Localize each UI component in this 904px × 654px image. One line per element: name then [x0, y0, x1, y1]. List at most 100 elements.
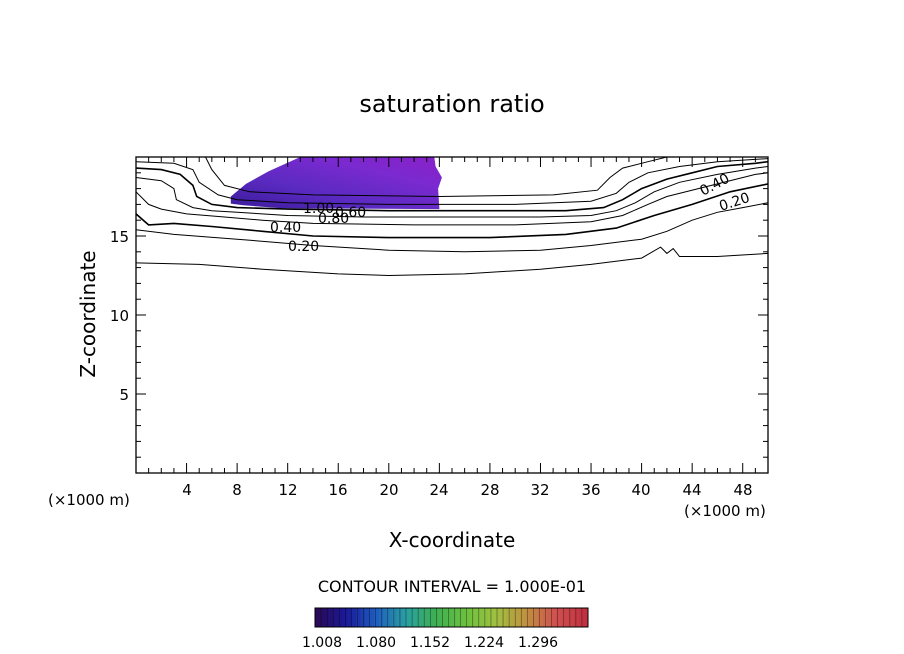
- colorbar-segment: [355, 608, 361, 627]
- colorbar-segment: [346, 608, 352, 627]
- colorbar-segment: [392, 608, 398, 627]
- colorbar-segment: [433, 608, 439, 627]
- colorbar-frame: [314, 607, 589, 628]
- colorbar-segment: [456, 608, 462, 627]
- y-tick-label: 10: [110, 307, 129, 325]
- colorbar-segment: [547, 608, 553, 627]
- colorbar-segment: [415, 608, 421, 627]
- colorbar-segment: [501, 608, 507, 627]
- colorbar-segment: [497, 608, 503, 627]
- colorbar-segment: [360, 608, 366, 627]
- colorbar-segment: [556, 608, 562, 627]
- contour-label-0-20-left: 0.20: [288, 239, 319, 255]
- colorbar-tick-label: 1.080: [356, 635, 396, 651]
- colorbar-segment: [551, 608, 557, 627]
- colorbar-segment: [401, 608, 407, 627]
- colorbar-segment: [537, 608, 543, 627]
- contour-line-0-60: [136, 172, 768, 226]
- colorbar-segment: [533, 608, 539, 627]
- colorbar-segment: [578, 608, 584, 627]
- colorbar-segment: [506, 608, 512, 627]
- x-tick-label: 40: [631, 481, 650, 499]
- colorbar-segment: [374, 608, 380, 627]
- contour-label-1-00: 1.00: [303, 201, 334, 217]
- colorbar-segment: [365, 608, 371, 627]
- colorbar-segment: [474, 608, 480, 627]
- x-tick-label: 8: [232, 481, 242, 499]
- x-tick-labels: 4 8 12 16 20 24 28 32 36 40 44 48: [182, 481, 752, 499]
- colorbar-segment: [424, 608, 430, 627]
- x-tick-label: 48: [733, 481, 752, 499]
- contour-interval-text: CONTOUR INTERVAL = 1.000E-01: [318, 577, 586, 596]
- colorbar-segment: [528, 608, 534, 627]
- contour-line-0-40: [136, 183, 768, 239]
- colorbar-segment: [469, 608, 475, 627]
- colorbar-segment: [510, 608, 516, 627]
- x-unit-right: (×1000 m): [684, 502, 766, 520]
- colorbar-segment: [378, 608, 384, 627]
- contour-line-0-20: [136, 246, 768, 277]
- y-tick-label: 15: [110, 228, 129, 246]
- x-tick-label: 24: [429, 481, 448, 499]
- y-tick-label: 5: [119, 386, 129, 404]
- contour-line-0-20: [136, 202, 768, 253]
- colorbar-segment: [315, 608, 321, 627]
- colorbar-segment: [351, 608, 357, 627]
- contour-label-0-40-right: 0.40: [697, 171, 732, 200]
- colorbar-segment: [465, 608, 471, 627]
- colorbar-segment: [387, 608, 393, 627]
- y-tick-labels: 5 10 15: [110, 228, 129, 404]
- contour-labels: 1.00 0.80 0.60 0.40 0.20 0.40 0.20: [270, 171, 752, 255]
- colorbar-segment: [342, 608, 348, 627]
- contour-line-0-80: [136, 166, 768, 218]
- colorbar-segment: [574, 608, 580, 627]
- colorbar-segment: [369, 608, 375, 627]
- colorbar-segment: [492, 608, 498, 627]
- colorbar-segment: [478, 608, 484, 627]
- colorbar-segment: [396, 608, 402, 627]
- contour-label-0-80: 0.80: [318, 211, 349, 227]
- y-axis-label: Z-coordinate: [76, 250, 100, 377]
- colorbar-segment: [419, 608, 425, 627]
- colorbar-tick-label: 1.152: [410, 635, 450, 651]
- x-tick-label: 28: [480, 481, 499, 499]
- colorbar-tick-labels: 1.008 1.080 1.152 1.224 1.296: [302, 635, 558, 651]
- colorbar-tick-label: 1.008: [302, 635, 342, 651]
- colorbar-segment: [383, 608, 389, 627]
- contour-line-1-00: [136, 160, 768, 212]
- colorbar-segment: [428, 608, 434, 627]
- colorbar-segment: [569, 608, 575, 627]
- x-tick-label: 16: [328, 481, 347, 499]
- colorbar-segment: [319, 608, 325, 627]
- x-tick-label: 36: [581, 481, 600, 499]
- colorbar-segment: [437, 608, 443, 627]
- contour-lines: [136, 157, 768, 277]
- colorbar-segment: [328, 608, 334, 627]
- x-tick-label: 44: [682, 481, 701, 499]
- colorbar-segment: [442, 608, 448, 627]
- colorbar-segment: [483, 608, 489, 627]
- colorbar-segment: [410, 608, 416, 627]
- x-tick-label: 12: [278, 481, 297, 499]
- colorbar-segment: [515, 608, 521, 627]
- x-tick-label: 4: [182, 481, 192, 499]
- x-tick-label: 20: [379, 481, 398, 499]
- colorbar-segment: [542, 608, 548, 627]
- colorbar-segment: [446, 608, 452, 627]
- colorbar-segment: [565, 608, 571, 627]
- colorbar-segment: [324, 608, 330, 627]
- colorbar-tick-label: 1.224: [464, 635, 504, 651]
- colorbar-segment: [487, 608, 493, 627]
- x-unit-left: (×1000 m): [48, 491, 130, 509]
- colorbar-segment: [519, 608, 525, 627]
- colorbar-segment: [406, 608, 412, 627]
- colorbar: [314, 607, 589, 628]
- colorbar-segment: [333, 608, 339, 627]
- contour-label-0-40-left: 0.40: [270, 220, 301, 236]
- colorbar-segment: [337, 608, 343, 627]
- colorbar-segment: [583, 608, 589, 627]
- axis-ticks: [136, 157, 768, 473]
- colorbar-segment: [451, 608, 457, 627]
- colorbar-tick-label: 1.296: [518, 635, 558, 651]
